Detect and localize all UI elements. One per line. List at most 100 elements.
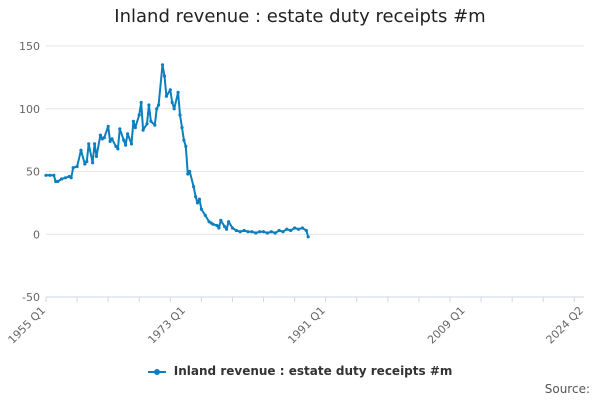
data-point[interactable] (87, 142, 91, 146)
data-point[interactable] (188, 169, 192, 174)
legend[interactable]: Inland revenue : estate duty receipts #m (0, 364, 600, 378)
data-point[interactable] (69, 176, 73, 180)
data-point[interactable] (155, 107, 159, 111)
data-point[interactable] (203, 213, 207, 217)
data-point[interactable] (79, 148, 83, 152)
data-point[interactable] (199, 207, 203, 211)
data-point[interactable] (180, 126, 184, 130)
data-point[interactable] (162, 74, 167, 78)
data-point[interactable] (186, 172, 190, 176)
data-point[interactable] (94, 154, 99, 158)
data-point[interactable] (195, 201, 200, 205)
data-point[interactable] (277, 228, 281, 233)
data-point[interactable] (114, 144, 118, 148)
data-point[interactable] (59, 177, 64, 181)
data-point[interactable] (304, 228, 308, 233)
data-point[interactable] (273, 231, 277, 235)
data-point[interactable] (246, 230, 250, 234)
data-point[interactable] (124, 143, 128, 147)
data-point[interactable] (164, 94, 168, 98)
data-point[interactable] (281, 230, 285, 234)
data-point[interactable] (63, 176, 67, 180)
data-point[interactable] (306, 235, 310, 239)
data-point[interactable] (118, 127, 122, 131)
data-point[interactable] (192, 185, 196, 189)
y-tick-label: -50 (22, 291, 40, 304)
data-point[interactable] (170, 100, 174, 105)
data-point[interactable] (108, 139, 112, 143)
data-point[interactable] (265, 231, 269, 235)
data-point[interactable] (160, 63, 165, 67)
data-point[interactable] (149, 119, 153, 123)
data-point[interactable] (296, 227, 301, 231)
data-point[interactable] (197, 197, 201, 201)
data-point[interactable] (285, 227, 289, 231)
series-layer (44, 63, 310, 239)
x-tick-label: 1955 Q1 (6, 304, 49, 347)
data-point[interactable] (182, 138, 186, 142)
data-point[interactable] (176, 90, 180, 94)
y-tick-label: 50 (26, 166, 40, 179)
data-point[interactable] (141, 128, 145, 132)
data-point[interactable] (153, 123, 157, 127)
data-point[interactable] (217, 226, 221, 230)
data-point[interactable] (147, 103, 151, 107)
series-line[interactable] (46, 63, 310, 238)
data-point[interactable] (52, 173, 56, 177)
data-point[interactable] (48, 173, 52, 177)
data-point[interactable] (102, 136, 106, 140)
data-point[interactable] (122, 138, 126, 142)
data-point[interactable] (145, 122, 149, 126)
data-point[interactable] (157, 103, 161, 107)
data-point[interactable] (300, 226, 304, 230)
y-tick-label: 0 (33, 228, 40, 241)
data-point[interactable] (178, 113, 182, 117)
data-point[interactable] (238, 230, 242, 234)
data-point[interactable] (194, 195, 198, 199)
data-point[interactable] (172, 107, 176, 111)
data-point[interactable] (223, 225, 227, 229)
data-point[interactable] (56, 179, 60, 184)
data-point[interactable] (258, 230, 262, 234)
data-point[interactable] (93, 142, 97, 146)
data-point[interactable] (85, 159, 89, 164)
data-point[interactable] (116, 147, 120, 151)
y-tick-label: 150 (19, 40, 40, 53)
data-point[interactable] (230, 226, 235, 230)
data-point[interactable] (215, 223, 219, 228)
data-point[interactable] (211, 222, 215, 226)
data-point[interactable] (71, 166, 75, 170)
data-point[interactable] (139, 100, 143, 105)
data-point[interactable] (126, 132, 130, 136)
data-point[interactable] (129, 142, 134, 146)
data-point[interactable] (254, 231, 258, 235)
data-point[interactable] (261, 230, 266, 234)
data-point[interactable] (184, 144, 188, 148)
data-point[interactable] (106, 124, 110, 128)
data-point[interactable] (91, 161, 95, 165)
data-point[interactable] (44, 173, 48, 177)
data-point[interactable] (227, 220, 231, 224)
data-point[interactable] (269, 230, 273, 234)
data-point[interactable] (110, 137, 114, 141)
data-point[interactable] (250, 230, 254, 234)
data-point[interactable] (225, 227, 229, 231)
data-point[interactable] (289, 228, 293, 233)
data-point[interactable] (131, 119, 135, 123)
data-point[interactable] (133, 126, 137, 130)
data-point[interactable] (137, 113, 141, 117)
data-point[interactable] (242, 228, 246, 233)
data-point[interactable] (168, 88, 172, 92)
data-point[interactable] (83, 162, 87, 166)
x-tick-label: 2024 Q2 (544, 304, 587, 347)
data-point[interactable] (219, 218, 223, 222)
source-label: Source: (544, 382, 590, 396)
data-point[interactable] (75, 164, 79, 169)
data-point[interactable] (234, 228, 238, 233)
legend-label: Inland revenue : estate duty receipts #m (173, 364, 453, 378)
x-tick-label: 1973 Q1 (145, 304, 188, 347)
data-point[interactable] (293, 226, 297, 230)
data-point[interactable] (98, 133, 102, 137)
legend-swatch-icon (147, 368, 166, 375)
